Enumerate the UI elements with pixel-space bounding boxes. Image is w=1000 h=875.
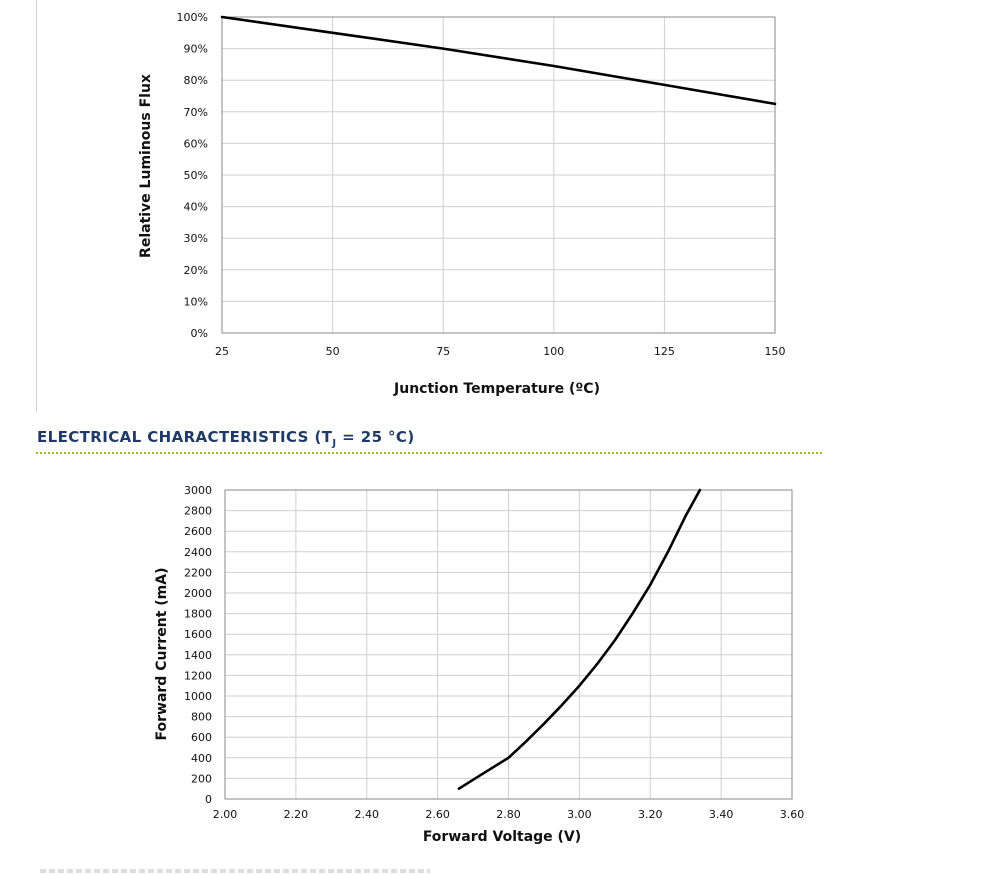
- section-divider: [36, 452, 822, 454]
- x-tick-label: 3.60: [780, 808, 805, 821]
- x-tick-label: 3.00: [567, 808, 592, 821]
- y-tick-label: 1600: [184, 628, 212, 641]
- x-tick-label: 125: [654, 345, 675, 358]
- y-tick-label: 200: [191, 772, 212, 785]
- x-tick-label: 75: [436, 345, 450, 358]
- y-axis-title: Forward Current (mA): [154, 568, 170, 741]
- y-tick-label: 800: [191, 711, 212, 724]
- section-heading-subscript: J: [332, 438, 337, 449]
- y-tick-label: 0%: [191, 327, 208, 340]
- y-tick-label: 2800: [184, 505, 212, 518]
- x-tick-label: 2.20: [284, 808, 309, 821]
- y-tick-label: 50%: [184, 169, 208, 182]
- luminous-flux-vs-temperature-chart: 25 50 75 100 125 150 0% 10% 20% 30% 40% 50% 60% 70% 80…: [138, 11, 786, 397]
- y-tick-label: 2000: [184, 587, 212, 600]
- y-tick-label: 1200: [184, 669, 212, 682]
- section-heading-suffix: = 25 °C): [336, 428, 415, 446]
- y-tick-label: 10%: [184, 295, 208, 308]
- y-tick-label: 2200: [184, 566, 212, 579]
- y-tick-label: 1800: [184, 608, 212, 621]
- x-tick-label: 100: [543, 345, 564, 358]
- x-tick-label: 2.40: [355, 808, 380, 821]
- y-tick-label: 20%: [184, 264, 208, 277]
- x-tick-label: 3.20: [638, 808, 663, 821]
- section-heading-prefix: ELECTRICAL CHARACTERISTICS (T: [37, 428, 333, 446]
- y-axis-title: Relative Luminous Flux: [138, 74, 154, 258]
- x-tick-label: 2.80: [496, 808, 521, 821]
- y-tick-label: 2600: [184, 525, 212, 538]
- y-tick-label: 0: [205, 793, 212, 806]
- next-section-divider: [40, 869, 430, 873]
- x-tick-label: 25: [215, 345, 229, 358]
- y-tick-label: 600: [191, 731, 212, 744]
- x-axis-title: Junction Temperature (ºC): [393, 381, 600, 397]
- x-tick-label: 50: [326, 345, 340, 358]
- y-tick-label: 40%: [184, 201, 208, 214]
- y-tick-label: 30%: [184, 232, 208, 245]
- y-tick-label: 2400: [184, 546, 212, 559]
- left-border-rule: [36, 0, 37, 412]
- y-tick-label: 100%: [177, 11, 208, 24]
- series-line: [220, 15, 777, 106]
- y-tick-label: 3000: [184, 484, 212, 497]
- forward-current-vs-voltage-chart: 2.00 2.20 2.40 2.60 2.80 3.00 3.20 3.40 3.60 0 200…: [154, 484, 804, 845]
- plot-frame: [224, 489, 793, 800]
- y-tick-label: 90%: [184, 43, 208, 56]
- y-tick-label: 1000: [184, 690, 212, 703]
- y-tick-label: 400: [191, 752, 212, 765]
- y-tick-label: 60%: [184, 137, 208, 150]
- x-tick-label: 2.60: [425, 808, 450, 821]
- x-tick-label: 3.40: [709, 808, 734, 821]
- x-tick-label: 2.00: [213, 808, 238, 821]
- x-axis-title: Forward Voltage (V): [423, 829, 581, 845]
- plot-frame: [221, 16, 776, 334]
- y-tick-label: 70%: [184, 106, 208, 119]
- x-tick-label: 150: [765, 345, 786, 358]
- series-line: [457, 488, 702, 791]
- section-heading-electrical-characteristics: ELECTRICAL CHARACTERISTICS (TJ = 25 °C): [37, 428, 415, 449]
- y-tick-label: 80%: [184, 74, 208, 87]
- y-tick-label: 1400: [184, 649, 212, 662]
